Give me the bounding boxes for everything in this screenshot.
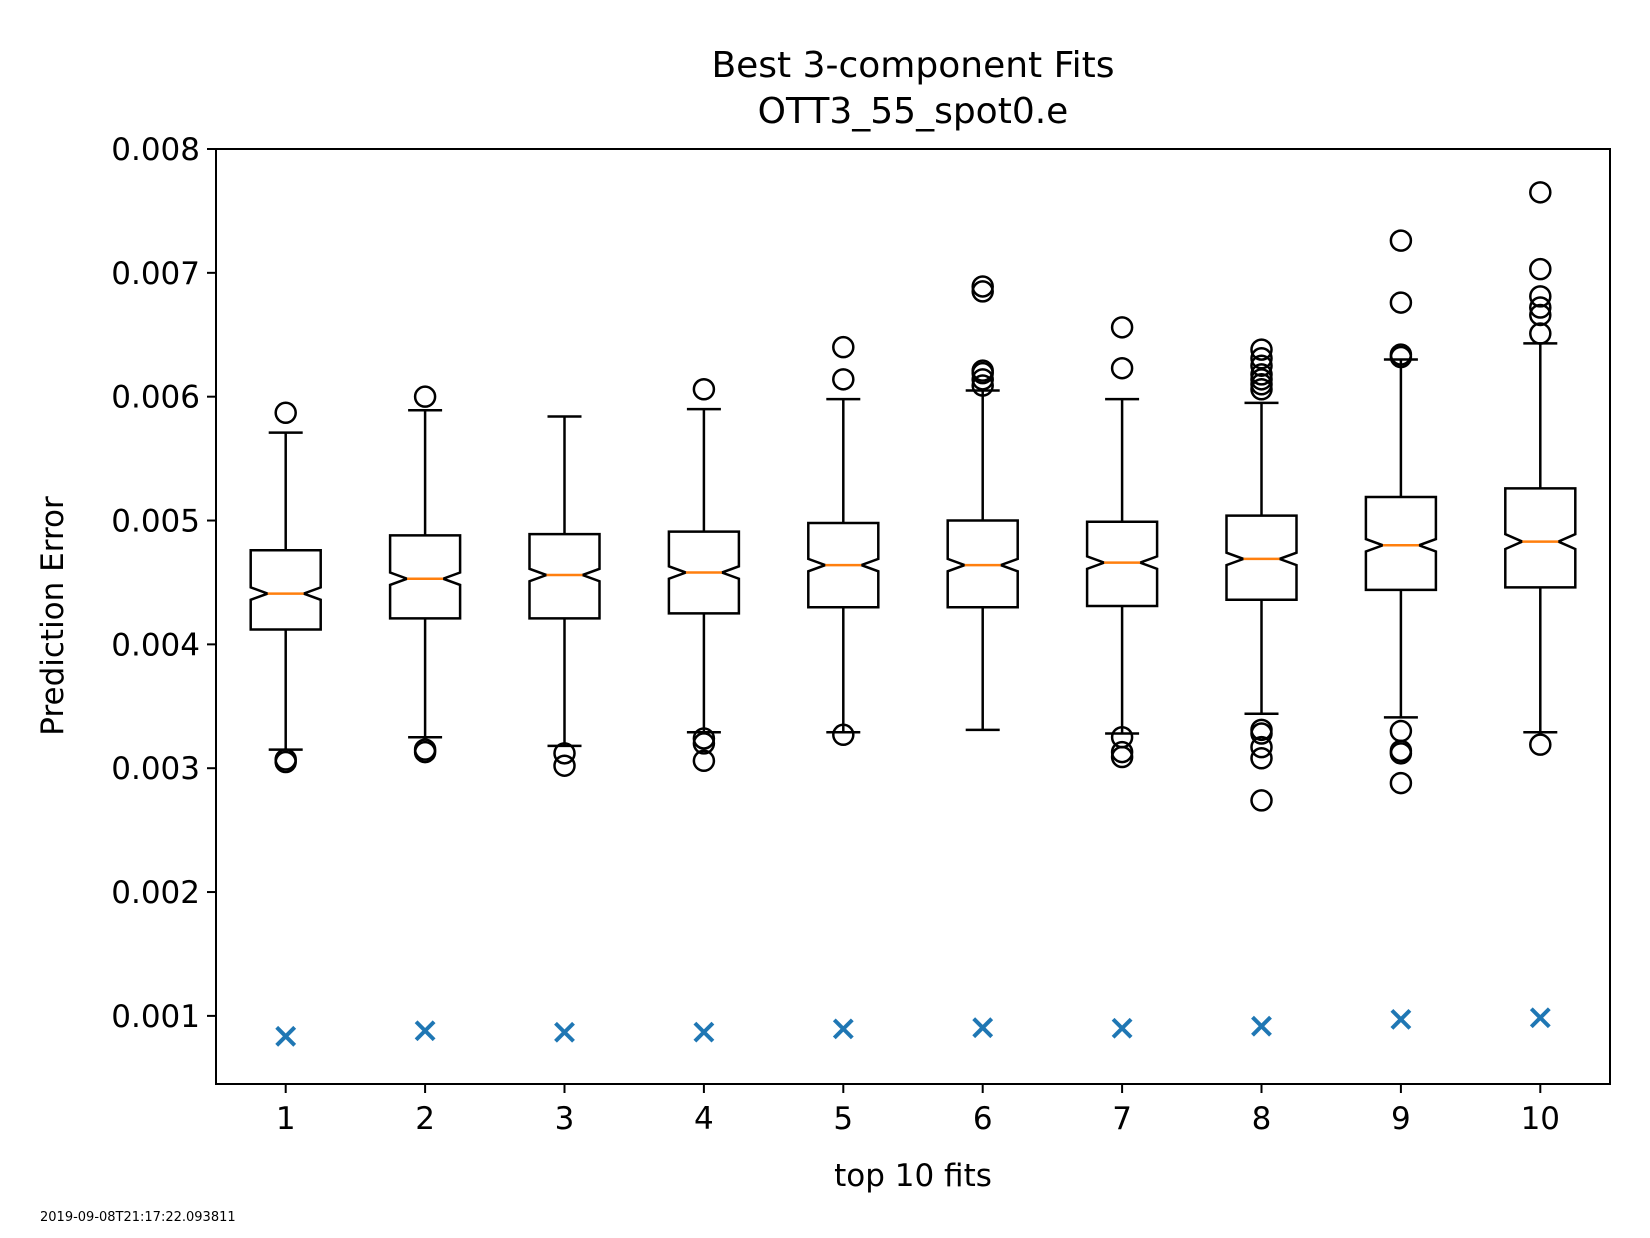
x-marker xyxy=(1529,1007,1551,1029)
outlier-point xyxy=(553,742,576,765)
x-tick-label: 10 xyxy=(1521,1101,1560,1137)
x-tick-label: 7 xyxy=(1112,1101,1132,1137)
x-tick-label: 6 xyxy=(973,1101,993,1137)
box xyxy=(1504,487,1577,589)
outlier-point xyxy=(832,723,855,747)
outlier-point xyxy=(1110,356,1134,380)
outlier-point xyxy=(413,738,437,761)
outlier-point xyxy=(1110,745,1134,769)
plot-area: 0.001 0.002 0.003 0.004 0.005 0.006 0.007 0.008… xyxy=(111,132,1577,1137)
box xyxy=(667,530,741,615)
outlier-point xyxy=(1250,338,1273,361)
outlier-point xyxy=(1250,347,1273,370)
x-tick-label: 8 xyxy=(1252,1101,1272,1137)
outlier-point xyxy=(1529,181,1552,204)
y-axis-label: Prediction Error xyxy=(35,496,71,736)
x-marker xyxy=(1111,1017,1133,1039)
box xyxy=(807,521,880,609)
x-marker xyxy=(554,1021,575,1043)
box xyxy=(1085,520,1159,608)
box xyxy=(1364,495,1438,592)
x-axis-label: top 10 fits xyxy=(834,1158,992,1194)
y-tick-label: 0.007 xyxy=(111,256,200,292)
outlier-point xyxy=(971,275,994,298)
x-tick-label: 5 xyxy=(833,1101,853,1137)
y-tick-label: 0.002 xyxy=(111,875,200,911)
chart-title: Best 3-component Fits xyxy=(711,45,1114,86)
y-tick-label: 0.008 xyxy=(111,132,200,168)
x-tick-label: 4 xyxy=(694,1101,714,1137)
outlier-point xyxy=(832,368,855,391)
box xyxy=(1225,514,1298,602)
x-marker xyxy=(275,1025,297,1047)
x-marker xyxy=(832,1018,854,1040)
outlier-point xyxy=(1250,735,1273,759)
box xyxy=(946,519,1019,609)
outlier-point xyxy=(1529,303,1552,327)
x-marker xyxy=(972,1017,994,1039)
x-tick-label: 1 xyxy=(276,1101,296,1137)
outlier-point xyxy=(413,385,437,408)
outlier-point xyxy=(274,401,297,425)
outlier-point xyxy=(1529,733,1552,756)
box xyxy=(528,532,601,620)
outlier-point xyxy=(1389,719,1413,743)
y-tick-label: 0.001 xyxy=(111,999,200,1035)
outlier-point xyxy=(553,754,576,777)
x-tick-label: 3 xyxy=(555,1101,575,1137)
outlier-point xyxy=(1529,257,1552,281)
outlier-point xyxy=(1389,771,1413,795)
y-tick-label: 0.006 xyxy=(111,380,200,416)
outlier-point xyxy=(971,368,994,391)
outlier-point xyxy=(1389,229,1413,252)
outlier-point xyxy=(1529,322,1552,345)
y-tick-label: 0.004 xyxy=(111,627,200,663)
outlier-point xyxy=(1110,316,1134,339)
y-tick-label: 0.005 xyxy=(111,504,200,540)
chart-subtitle: OTT3_55_spot0.e xyxy=(758,91,1069,132)
outlier-point xyxy=(1250,747,1273,770)
outlier-point xyxy=(971,374,994,397)
outlier-point xyxy=(1389,291,1413,314)
x-tick-label: 9 xyxy=(1391,1101,1411,1137)
x-marker xyxy=(693,1021,715,1043)
outlier-point xyxy=(1529,296,1552,319)
outlier-point xyxy=(1250,354,1273,377)
outlier-point xyxy=(692,727,716,750)
outlier-point xyxy=(1250,363,1273,386)
x-marker xyxy=(1390,1008,1412,1030)
box xyxy=(249,548,322,631)
outlier-point xyxy=(692,378,716,401)
timestamp: 2019-09-08T21:17:22.093811 xyxy=(40,1210,236,1225)
outlier-point xyxy=(971,280,994,303)
x-tick-label: 2 xyxy=(415,1101,435,1137)
outlier-point xyxy=(1110,725,1134,749)
outlier-point xyxy=(832,335,855,359)
outlier-point xyxy=(692,749,716,773)
outlier-point xyxy=(1529,285,1552,308)
outlier-point xyxy=(1389,343,1413,366)
box xyxy=(388,534,462,620)
x-marker xyxy=(414,1020,436,1042)
outlier-point xyxy=(1250,789,1273,812)
y-tick-label: 0.003 xyxy=(111,751,200,787)
outlier-point xyxy=(971,359,994,382)
outlier-point xyxy=(1250,718,1273,742)
plot-frame xyxy=(215,148,1611,1085)
outlier-point xyxy=(1110,740,1134,764)
x-marker xyxy=(1251,1015,1272,1037)
outlier-point xyxy=(274,748,297,771)
